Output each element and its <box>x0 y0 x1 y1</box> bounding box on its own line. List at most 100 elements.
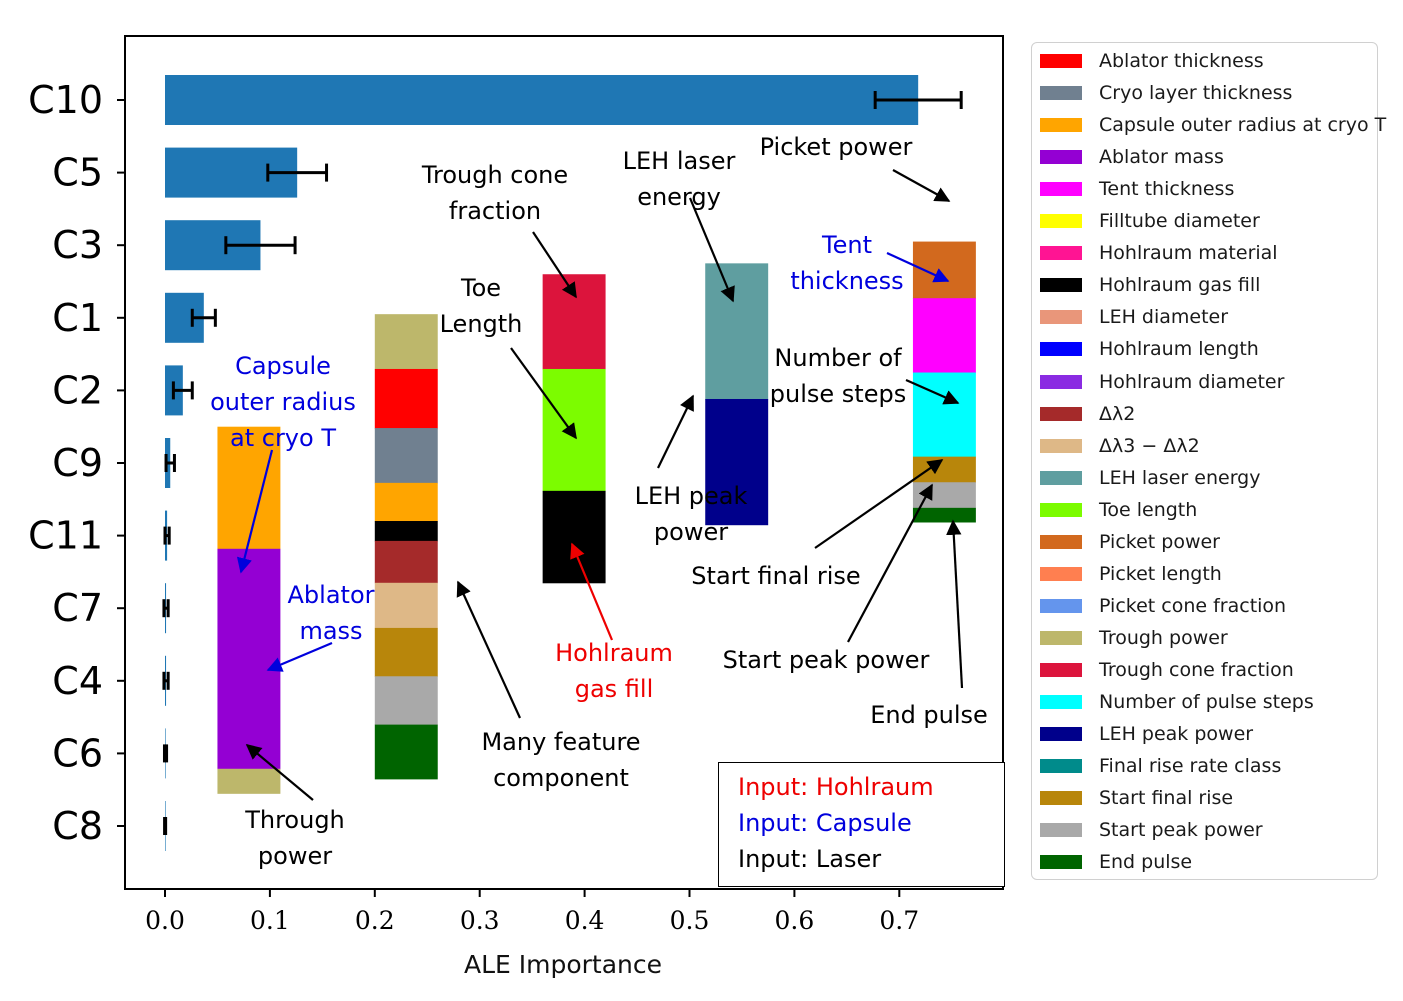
legend-item: Hohlraum gas fill <box>1040 272 1260 298</box>
y-tick-label: C3 <box>52 223 103 267</box>
legend-item: Start final rise <box>1040 785 1233 811</box>
stack-5-segment <box>912 372 976 458</box>
legend-swatch <box>1040 534 1082 549</box>
legend-swatch <box>1040 695 1082 709</box>
error-bar-C9 <box>164 454 176 472</box>
legend-label: Final rise rate class <box>1099 755 1282 778</box>
annotation-text: Ablator mass <box>288 581 375 645</box>
legend-swatch <box>1040 118 1082 133</box>
y-tick-label: C10 <box>28 78 103 122</box>
annotation-text: Hohlraum gas fill <box>555 639 673 703</box>
stack-3-segment <box>542 274 606 370</box>
legend-item: Tent thickness <box>1040 176 1234 202</box>
x-tick-label: 0.3 <box>460 906 500 935</box>
legend-label: Tent thickness <box>1099 178 1235 201</box>
x-axis-label: ALE Importance <box>464 950 662 979</box>
legend-item: End pulse <box>1040 849 1192 875</box>
legend-item: Hohlraum diameter <box>1040 369 1284 395</box>
legend-item: Number of pulse steps <box>1040 689 1314 715</box>
stack-2-segment <box>374 428 438 484</box>
legend-swatch <box>1040 470 1082 485</box>
legend-item: Ablator mass <box>1040 144 1224 170</box>
legend-swatch <box>1040 310 1082 325</box>
annotation-arrow <box>510 347 577 440</box>
legend-swatch <box>1040 502 1082 517</box>
legend-swatch <box>1040 278 1082 293</box>
legend-label: Ablator mass <box>1099 146 1224 169</box>
stack-4-segment <box>705 263 769 400</box>
inputs-key-capsule: Input: Capsule <box>738 809 912 837</box>
legend-label: Picket cone fraction <box>1099 594 1287 617</box>
legend-label: Ablator thickness <box>1099 50 1264 72</box>
legend-item: Picket length <box>1040 561 1222 587</box>
annotation-arrow <box>236 449 274 574</box>
inputs-key-hohlraum: Input: Hohlraum <box>738 773 934 801</box>
error-bar-C10 <box>873 91 963 109</box>
legend-item: LEH peak power <box>1040 721 1253 747</box>
legend-swatch <box>1040 214 1082 229</box>
legend-swatch <box>1040 86 1082 101</box>
stack-2-segment <box>374 368 438 429</box>
annotation-text: Number of pulse steps <box>770 344 906 408</box>
y-tick-label: C5 <box>52 151 103 195</box>
legend-item: Filltube diameter <box>1040 208 1260 234</box>
legend-label: Start peak power <box>1099 819 1263 842</box>
bar-C10 <box>165 75 919 125</box>
legend-item: Picket power <box>1040 529 1220 555</box>
annotation-text: Tent thickness <box>790 231 903 295</box>
legend-label: Toe length <box>1099 498 1198 521</box>
error-bar-C8 <box>163 817 168 835</box>
x-tick-label: 0.0 <box>145 906 185 935</box>
legend-swatch <box>1040 823 1082 838</box>
legend-label: Filltube diameter <box>1099 210 1260 233</box>
legend-label: End pulse <box>1099 851 1193 874</box>
annotation-text: Many feature component <box>481 728 640 792</box>
annotation-text: LEH laser energy <box>623 147 736 211</box>
annotation-text: Picket power <box>760 133 913 161</box>
error-bar-C4 <box>162 671 170 690</box>
stack-2-segment <box>374 521 438 542</box>
stack-1-segment <box>217 548 281 770</box>
annotation-arrow <box>814 459 944 549</box>
error-bar-C7 <box>162 599 170 618</box>
y-tick-label: C8 <box>52 804 103 848</box>
legend-label: Capsule outer radius at cryo T <box>1099 114 1387 137</box>
legend-label: Hohlraum gas fill <box>1099 274 1261 297</box>
legend-item: Hohlraum material <box>1040 240 1278 266</box>
y-tick-label: C4 <box>52 659 103 703</box>
stack-5-segment <box>912 298 976 374</box>
annotation-text: Trough cone fraction <box>421 161 568 225</box>
stack-4-segment <box>705 398 769 526</box>
stack-2-segment <box>374 582 438 629</box>
legend-label: Hohlraum length <box>1099 338 1259 361</box>
x-tick-label: 0.6 <box>775 906 815 935</box>
annotation-arrow <box>456 580 522 719</box>
legend-item: Capsule outer radius at cryo T <box>1040 112 1386 138</box>
annotation-arrow <box>847 483 933 643</box>
legend-swatch <box>1040 374 1082 389</box>
legend-swatch <box>1040 566 1082 581</box>
inputs-key-laser: Input: Laser <box>738 845 882 873</box>
x-tick-label: 0.7 <box>879 906 919 935</box>
stack-2-segment <box>374 676 438 726</box>
y-tick-label: C9 <box>52 441 103 485</box>
error-bar-C5 <box>266 163 329 182</box>
legend-item: LEH laser energy <box>1040 465 1260 491</box>
stack-2-segment <box>374 627 438 677</box>
legend-swatch <box>1040 791 1082 806</box>
stack-2-segment <box>374 540 438 584</box>
legend-label: Δλ3 − Δλ2 <box>1099 434 1200 457</box>
legend-swatch <box>1040 662 1082 677</box>
y-tick-label: C2 <box>52 368 103 412</box>
y-tick-label: C6 <box>52 731 103 775</box>
legend-swatch <box>1040 182 1082 197</box>
annotation-text: LEH peak power <box>635 482 748 546</box>
annotation-arrow <box>905 378 960 405</box>
annotation-arrow <box>892 169 951 202</box>
legend-label: LEH diameter <box>1099 306 1229 329</box>
legend-swatch <box>1040 727 1082 742</box>
legend-item: Δλ3 − Δλ2 <box>1040 433 1200 459</box>
annotation-arrow <box>245 744 314 801</box>
legend-item: Picket cone fraction <box>1040 593 1286 619</box>
